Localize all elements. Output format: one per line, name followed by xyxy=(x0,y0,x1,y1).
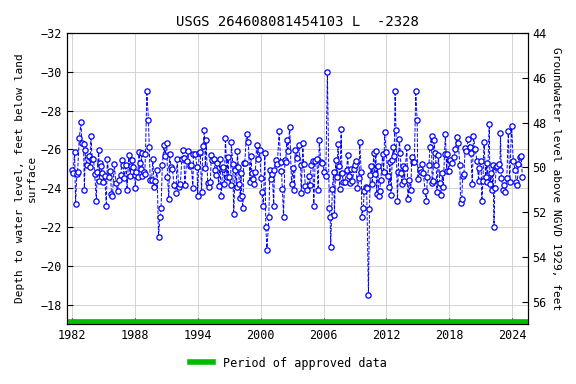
Title: USGS 264608081454103 L  -2328: USGS 264608081454103 L -2328 xyxy=(176,15,419,29)
Y-axis label: Depth to water level, feet below land
surface: Depth to water level, feet below land su… xyxy=(15,54,37,303)
Y-axis label: Groundwater level above NGVD 1929, feet: Groundwater level above NGVD 1929, feet xyxy=(551,47,561,310)
Legend: Period of approved data: Period of approved data xyxy=(185,352,391,374)
